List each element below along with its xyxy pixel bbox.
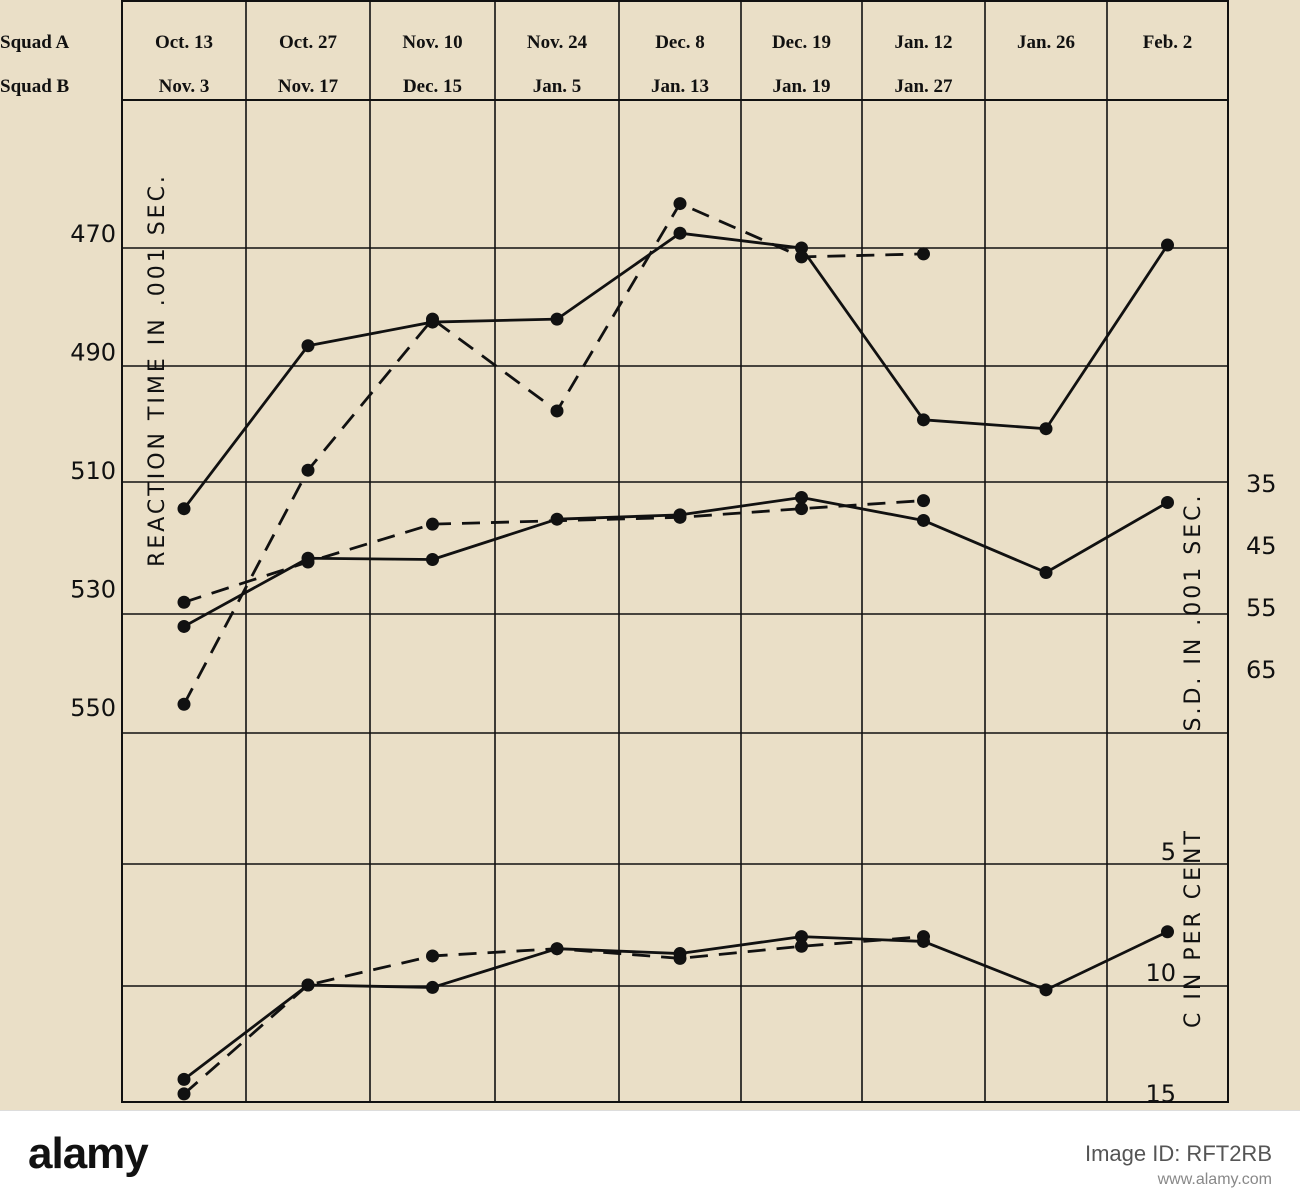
reaction-time-dashed-point bbox=[917, 247, 930, 261]
row-label-squad-b: Squad B bbox=[0, 76, 70, 97]
sd-tick-label: 65 bbox=[1246, 656, 1277, 684]
reaction-time-solid-point bbox=[550, 312, 564, 326]
left-tick-label: 510 bbox=[70, 457, 116, 485]
grid-frame bbox=[121, 0, 1229, 1103]
sd-dashed-point bbox=[177, 595, 191, 609]
data-series bbox=[177, 197, 1174, 1101]
squad-a-date: Jan. 26 bbox=[1017, 32, 1075, 53]
squad-a-date: Dec. 19 bbox=[772, 32, 831, 53]
squad-b-date: Jan. 5 bbox=[533, 76, 582, 97]
c-percent-dashed-point bbox=[301, 978, 315, 992]
c-percent-dashed-point bbox=[917, 930, 930, 944]
sd-solid-point bbox=[1161, 495, 1174, 509]
c-percent-solid-point bbox=[1161, 925, 1174, 939]
scan-background bbox=[0, 0, 1300, 1110]
squad-b-date: Nov. 3 bbox=[159, 76, 210, 97]
sd-solid-point bbox=[1039, 566, 1053, 580]
left-tick-label: 550 bbox=[70, 694, 116, 722]
reaction-time-solid-line bbox=[182, 231, 1169, 510]
sd-dashed-point bbox=[795, 502, 808, 516]
c-tick-label: 15 bbox=[1145, 1080, 1176, 1108]
sd-solid-point bbox=[795, 491, 808, 504]
left-tick-label: 490 bbox=[70, 339, 116, 367]
squad-a-date: Jan. 12 bbox=[894, 32, 952, 53]
row-label-squad-a: Squad A bbox=[0, 32, 69, 53]
c-percent-solid-point bbox=[177, 1072, 191, 1086]
brand-logo: alamy bbox=[28, 1129, 149, 1178]
squad-a-date: Oct. 13 bbox=[155, 32, 213, 53]
reaction-time-solid-point bbox=[177, 502, 191, 516]
reaction-time-solid-point bbox=[1039, 422, 1053, 436]
reaction-time-chart: Squad A Squad B Oct. 13 Nov. 3 Oct. 27 Nov. 1… bbox=[0, 0, 1277, 1108]
squad-b-date: Jan. 13 bbox=[651, 76, 709, 97]
watermark-footer: alamy Image ID: RFT2RB www.alamy.com bbox=[0, 1110, 1300, 1203]
c-percent-dashed-point bbox=[550, 942, 564, 956]
c-percent-dashed-point bbox=[177, 1087, 191, 1101]
squad-b-date: Jan. 19 bbox=[772, 76, 830, 97]
c-percent-dashed-point bbox=[673, 951, 687, 965]
sd-tick-label: 55 bbox=[1246, 594, 1277, 622]
squad-a-date: Oct. 27 bbox=[279, 32, 338, 53]
reaction-time-dashed-line bbox=[182, 202, 924, 705]
reaction-time-solid-point bbox=[917, 413, 930, 427]
squad-a-date: Nov. 24 bbox=[527, 32, 588, 53]
reaction-time-solid-point bbox=[1161, 238, 1174, 252]
sd-dashed-point bbox=[917, 494, 930, 508]
squad-a-date: Dec. 8 bbox=[655, 32, 705, 53]
reaction-time-dashed-point bbox=[301, 463, 315, 477]
c-percent-dashed-line bbox=[183, 935, 924, 1095]
c-axis-title: C IN PER CENT bbox=[1181, 828, 1206, 1028]
sd-dashed-line bbox=[183, 499, 924, 604]
sd-tick-label: 35 bbox=[1246, 470, 1277, 498]
c-percent-dashed-point bbox=[795, 939, 808, 953]
sd-dashed-point bbox=[301, 555, 315, 569]
site-label: www.alamy.com bbox=[1157, 1171, 1272, 1188]
squad-b-date: Nov. 17 bbox=[278, 76, 339, 97]
sd-axis-title: S.D. IN .001 SEC. bbox=[1181, 492, 1206, 731]
reaction-time-dashed-point bbox=[550, 404, 564, 418]
reaction-time-dashed-point bbox=[177, 697, 191, 711]
sd-dashed-point bbox=[426, 517, 439, 531]
sd-solid-point bbox=[550, 512, 564, 526]
sd-solid-point bbox=[177, 619, 191, 633]
c-tick-label: 10 bbox=[1145, 959, 1176, 987]
sd-solid-point bbox=[917, 513, 930, 527]
c-percent-solid-point bbox=[1039, 983, 1053, 997]
squad-b-date: Dec. 15 bbox=[403, 76, 462, 97]
squad-a-date: Nov. 10 bbox=[402, 32, 462, 53]
squad-b-date: Jan. 27 bbox=[894, 76, 953, 97]
reaction-time-solid-point bbox=[795, 241, 808, 255]
reaction-time-dashed-point bbox=[795, 250, 808, 264]
reaction-time-dashed-point bbox=[426, 312, 439, 326]
sd-tick-label: 45 bbox=[1246, 532, 1277, 560]
c-percent-solid-point bbox=[795, 930, 808, 944]
c-tick-label: 5 bbox=[1161, 838, 1176, 866]
sd-dashed-point bbox=[673, 510, 687, 524]
c-percent-solid-point bbox=[426, 980, 439, 994]
date-header: Squad A Squad B Oct. 13 Nov. 3 Oct. 27 Nov. 1… bbox=[0, 32, 1192, 97]
left-tick-label: 530 bbox=[70, 576, 116, 604]
reaction-time-dashed-point bbox=[673, 197, 687, 211]
left-tick-label: 470 bbox=[70, 220, 116, 248]
c-percent-dashed-point bbox=[426, 949, 439, 963]
sd-solid-point bbox=[426, 553, 439, 566]
squad-a-date: Feb. 2 bbox=[1143, 32, 1193, 53]
chart-grid bbox=[121, 0, 1229, 1103]
reaction-time-solid-point bbox=[301, 339, 315, 353]
reaction-time-solid-point bbox=[673, 226, 687, 240]
left-axis-title: REACTION TIME IN .001 SEC. bbox=[145, 173, 170, 567]
image-id-label: Image ID: RFT2RB bbox=[1084, 1141, 1272, 1166]
